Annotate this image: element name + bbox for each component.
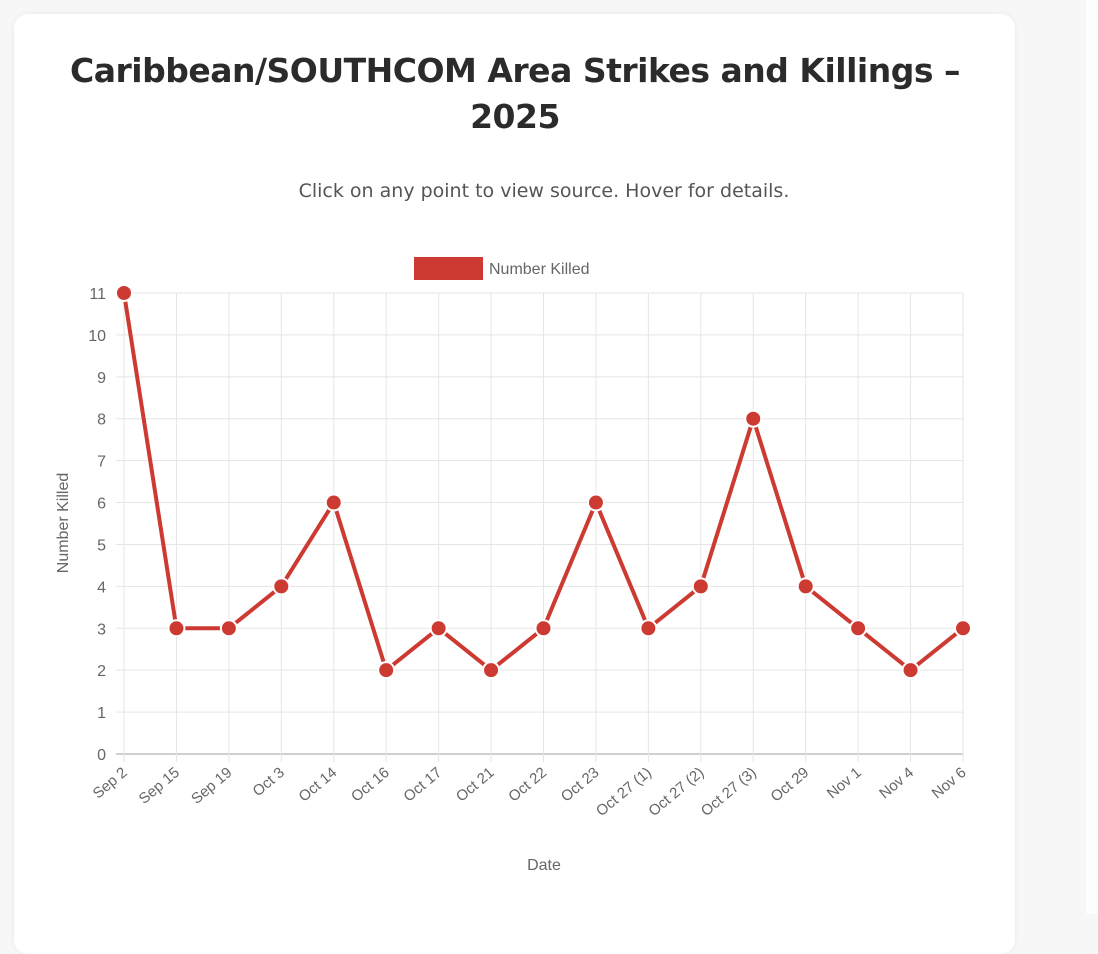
chart-card — [14, 14, 1015, 954]
x-tick-label: Nov 6 — [929, 764, 970, 802]
y-tick-label: 3 — [97, 621, 106, 638]
data-point[interactable] — [324, 493, 343, 512]
side-strip — [1086, 0, 1098, 914]
x-tick-label: Sep 19 — [188, 764, 235, 808]
x-tick-label: Oct 14 — [296, 764, 341, 805]
data-point[interactable] — [429, 619, 448, 638]
data-point[interactable] — [586, 493, 605, 512]
data-point[interactable] — [167, 619, 186, 638]
data-point[interactable] — [849, 619, 868, 638]
y-tick-label: 9 — [97, 370, 106, 387]
x-tick-label: Sep 15 — [136, 764, 183, 808]
x-tick-label: Oct 21 — [453, 764, 498, 805]
x-tick-label: Nov 1 — [824, 764, 865, 802]
data-point[interactable] — [482, 661, 501, 680]
x-tick-label: Oct 27 (3) — [698, 764, 760, 820]
x-tick-label: Oct 27 (1) — [593, 764, 655, 820]
data-point[interactable] — [534, 619, 553, 638]
series-number-killed — [115, 284, 972, 680]
data-point[interactable] — [691, 577, 710, 596]
x-tick-label: Sep 2 — [90, 764, 131, 802]
x-tick-label: Oct 27 (2) — [645, 764, 707, 820]
x-tick-label: Nov 4 — [876, 764, 917, 802]
x-tick-label: Oct 29 — [767, 764, 812, 805]
data-point[interactable] — [954, 619, 972, 638]
y-tick-label: 2 — [97, 663, 106, 680]
data-point[interactable] — [744, 409, 763, 428]
x-tick-label: Oct 22 — [505, 764, 550, 805]
y-tick-label: 5 — [97, 537, 106, 554]
x-tick-label: Oct 17 — [400, 764, 445, 805]
data-point[interactable] — [272, 577, 291, 596]
grid — [116, 292, 964, 762]
data-point[interactable] — [219, 619, 238, 638]
y-tick-label: 10 — [88, 328, 106, 345]
y-axis-title: Number Killed — [55, 473, 72, 573]
data-point[interactable] — [115, 284, 133, 302]
y-tick-label: 4 — [97, 579, 106, 596]
y-tick-label: 1 — [97, 705, 106, 722]
y-tick-label: 7 — [97, 454, 106, 471]
legend-swatch — [414, 257, 483, 280]
data-point[interactable] — [901, 661, 920, 680]
x-tick-label: Oct 16 — [348, 764, 393, 805]
data-point[interactable] — [639, 619, 658, 638]
y-tick-label: 11 — [89, 286, 106, 303]
x-tick-label: Oct 3 — [249, 764, 287, 800]
y-tick-label: 0 — [97, 747, 106, 764]
x-axis-title: Date — [527, 857, 561, 874]
legend[interactable]: Number Killed — [414, 257, 589, 280]
x-tick-label: Oct 23 — [558, 764, 603, 805]
legend-label[interactable]: Number Killed — [489, 261, 589, 278]
data-point[interactable] — [796, 577, 815, 596]
page-subtitle: Click on any point to view source. Hover… — [298, 180, 790, 202]
y-tick-label: 8 — [97, 412, 106, 429]
page-title: Caribbean/SOUTHCOM Area Strikes and Kill… — [70, 51, 960, 136]
y-tick-label: 6 — [97, 496, 106, 513]
data-point[interactable] — [377, 661, 396, 680]
